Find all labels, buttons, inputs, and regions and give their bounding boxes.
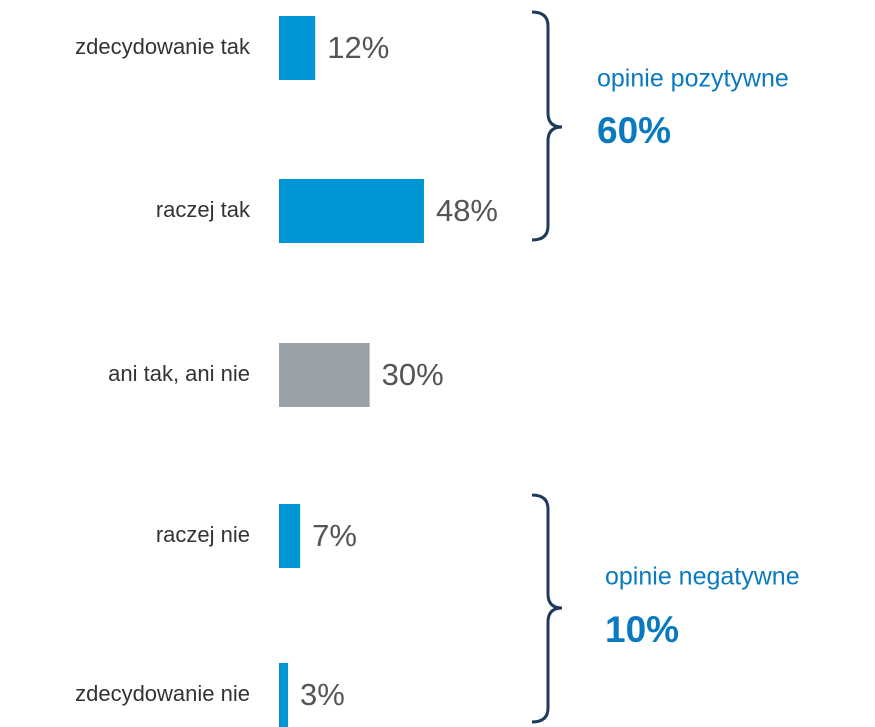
bar [279,179,424,243]
bar [279,16,316,80]
category-label: raczej nie [156,522,250,547]
group-total: 10% [605,609,679,650]
category-label: ani tak, ani nie [108,361,250,386]
group-total: 60% [597,110,671,151]
value-label: 30% [382,357,444,392]
category-label: raczej tak [156,197,251,222]
bar [279,663,289,727]
bracket [531,10,563,242]
bar [279,343,370,407]
bar [279,504,301,568]
group-label: opinie pozytywne [597,65,789,93]
category-label: zdecydowanie tak [75,34,251,59]
value-label: 3% [300,677,345,712]
value-label: 12% [327,30,389,65]
value-label: 48% [436,193,498,228]
bracket [531,493,563,724]
group-label: opinie negatywne [605,563,800,591]
category-label: zdecydowanie nie [75,681,250,706]
value-label: 7% [312,518,357,553]
